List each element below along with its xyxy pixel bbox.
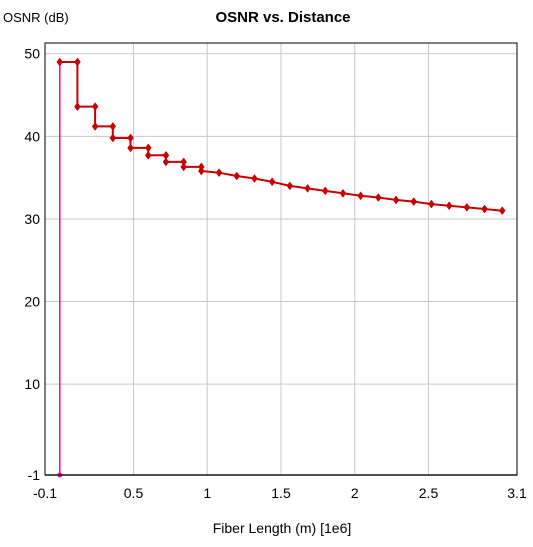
data-point-marker (357, 191, 364, 201)
data-point-marker (109, 133, 117, 143)
y-tick-label: -1 (28, 467, 41, 483)
data-point-marker (127, 133, 134, 143)
data-point-marker (286, 181, 294, 191)
x-tick-label: 2.5 (419, 485, 439, 501)
data-point-marker (498, 206, 506, 216)
data-point-marker (56, 57, 64, 67)
data-point-marker (410, 197, 418, 207)
data-point-marker (233, 171, 241, 181)
series-2-line (59, 61, 503, 212)
data-point-marker (445, 201, 453, 211)
data-point-marker (162, 157, 170, 167)
x-tick-label: 1 (203, 485, 211, 501)
data-point-marker (268, 177, 276, 187)
data-point-marker (144, 143, 152, 153)
x-tick-label: -0.1 (33, 485, 57, 501)
data-point-marker (109, 122, 117, 131)
chart-title: OSNR vs. Distance (215, 9, 350, 26)
x-axis-label: Fiber Length (m) [1e6] (213, 520, 352, 536)
data-point-marker (215, 168, 223, 178)
data-point-marker (392, 195, 400, 205)
grid (45, 43, 517, 475)
x-tick-label: 2 (351, 485, 359, 501)
data-point-marker (74, 57, 81, 67)
data-point-marker (481, 204, 488, 214)
data-point-marker (74, 102, 81, 112)
data-point-marker (198, 166, 205, 176)
y-tick-label: 40 (24, 128, 40, 144)
data-point-marker (251, 174, 258, 183)
data-point-marker (180, 162, 187, 172)
y-tick-label: 20 (24, 294, 40, 310)
data-point-marker (304, 183, 311, 193)
data-point-marker (375, 193, 382, 202)
data-point-marker (144, 150, 152, 160)
data-point-marker (321, 186, 329, 196)
data-point-marker (339, 188, 347, 198)
y-tick-labels: -1 10 20 30 40 50 (24, 46, 40, 483)
data-point-marker (463, 202, 471, 212)
data-point-marker (91, 122, 99, 131)
plot-frame (44, 42, 518, 476)
y-axis-label: OSNR (dB) (3, 10, 69, 25)
data-point-marker (127, 143, 134, 153)
y-tick-label: 30 (24, 211, 40, 227)
x-tick-label: 0.5 (124, 485, 144, 501)
y-tick-label: 10 (24, 376, 40, 392)
data-point-marker (428, 199, 435, 209)
x-tick-label: 1.5 (271, 485, 291, 501)
x-tick-labels: -0.1 0.5 1 1.5 2 2.5 3.1 (33, 485, 527, 501)
series-group (56, 57, 506, 478)
data-point-marker (91, 102, 99, 112)
x-tick-label: 3.1 (507, 485, 527, 501)
y-tick-label: 50 (24, 46, 40, 62)
